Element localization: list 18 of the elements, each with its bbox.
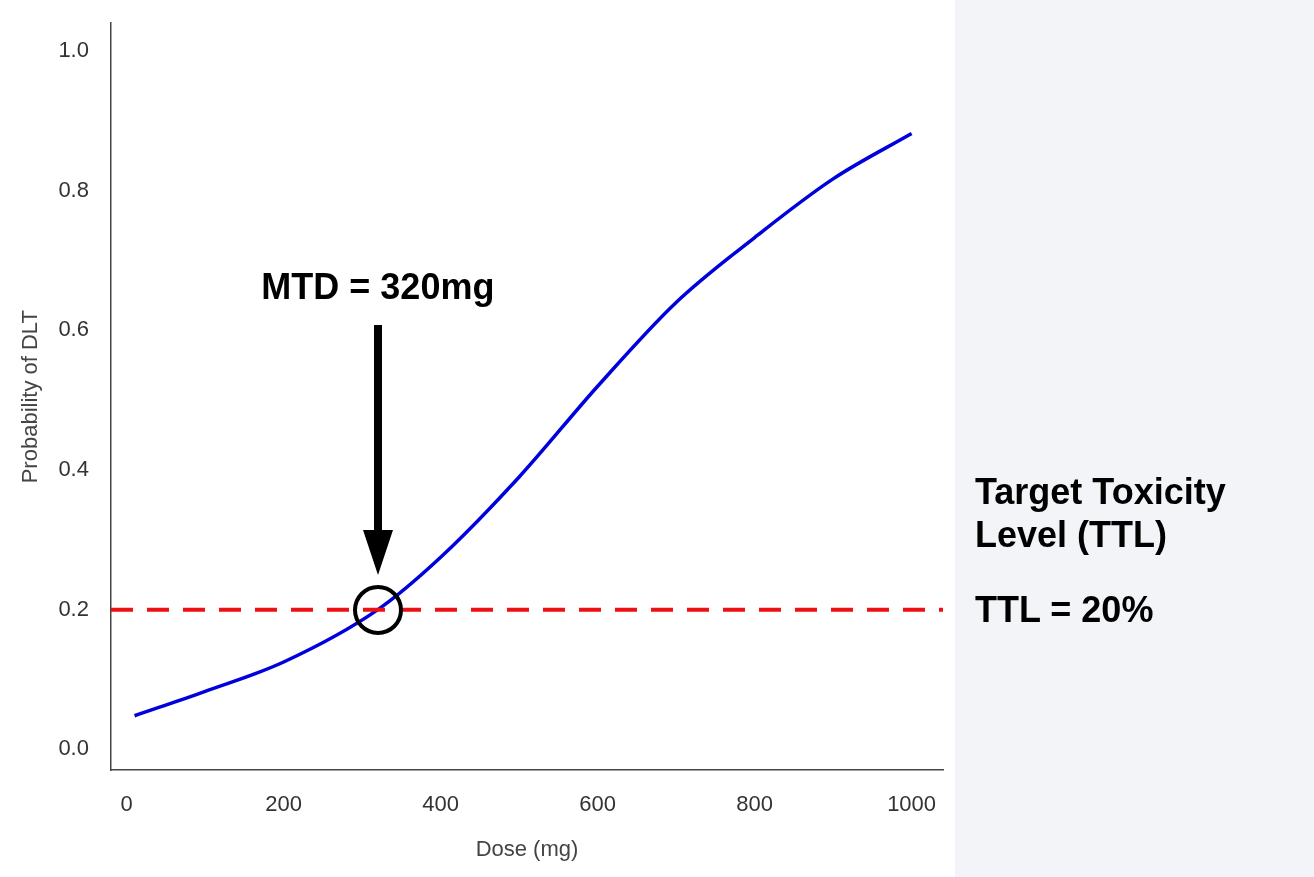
text: Target Toxicity Level (TTL): [975, 469, 1227, 556]
y-axis-title: Probability of DLT: [17, 310, 43, 484]
y-tick-label: 1.0: [58, 37, 89, 63]
line-series: [132, 131, 914, 718]
annotation: MTD = 320mg: [261, 264, 495, 308]
x-tick-label: 200: [265, 791, 303, 817]
x-tick-label: 1000: [887, 791, 937, 817]
x-tick-label: 400: [422, 791, 460, 817]
y-tick-label: 0.0: [58, 735, 89, 761]
x-axis-title: Dose (mg): [475, 835, 579, 861]
y-tick-label: 0.4: [58, 456, 89, 482]
ref-line-label: TTL = 20%: [975, 587, 1154, 631]
x-tick-label: 600: [579, 791, 616, 817]
y-tick-label: 0.2: [58, 595, 89, 621]
y-tick-label: 0.6: [58, 316, 89, 342]
y-tick-label: 0.8: [58, 176, 89, 202]
x-tick-label: 800: [736, 791, 773, 817]
x-tick-label: 0: [120, 791, 133, 817]
